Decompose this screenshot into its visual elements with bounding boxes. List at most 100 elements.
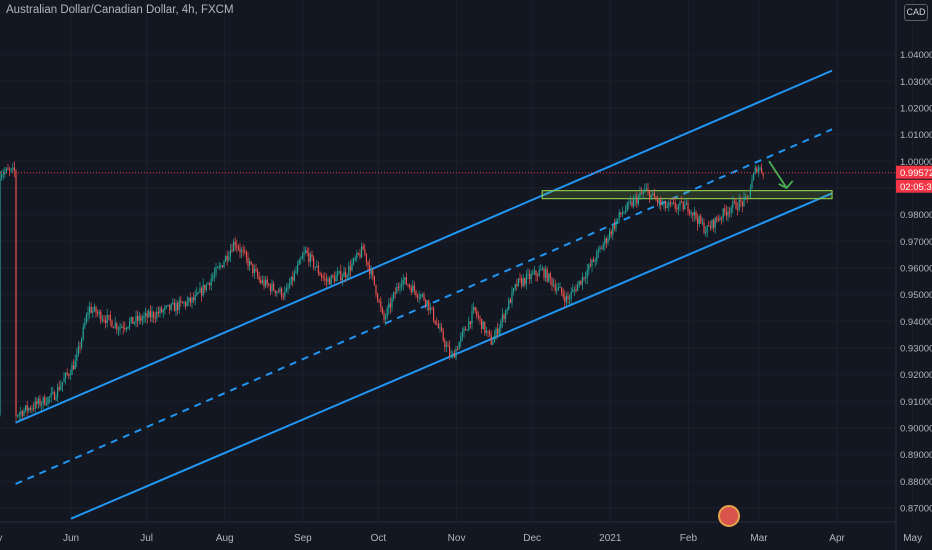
candle-body bbox=[204, 284, 206, 291]
candle-body bbox=[117, 329, 119, 331]
candle-body bbox=[759, 167, 761, 170]
candle-body bbox=[151, 312, 153, 318]
candle-body bbox=[50, 392, 52, 397]
candle-body bbox=[705, 232, 707, 234]
y-tick-label: 0.88000 bbox=[900, 477, 932, 488]
candle-body bbox=[12, 167, 14, 169]
candle-body bbox=[284, 291, 286, 297]
candle-body bbox=[252, 263, 254, 274]
candle-body bbox=[469, 321, 471, 324]
candle-body bbox=[157, 311, 159, 314]
candle-body bbox=[565, 295, 567, 303]
candle-body bbox=[474, 307, 476, 312]
candle-body bbox=[191, 297, 193, 303]
candle-body bbox=[401, 284, 403, 287]
candle-body bbox=[231, 250, 233, 252]
candle-body bbox=[605, 238, 607, 243]
candle-body bbox=[580, 280, 582, 285]
candle-body bbox=[660, 199, 662, 205]
canada-flag-icon[interactable] bbox=[718, 505, 740, 527]
candle-body bbox=[271, 283, 273, 291]
channel-middle-line bbox=[15, 128, 833, 485]
candle-body bbox=[644, 189, 646, 192]
candle-body bbox=[34, 401, 36, 409]
candle-body bbox=[7, 168, 9, 170]
candle-body bbox=[594, 261, 596, 263]
candle-body bbox=[557, 287, 559, 289]
candle-body bbox=[719, 218, 721, 221]
candle-body bbox=[265, 279, 267, 287]
candle-body bbox=[263, 280, 265, 287]
resistance-zone bbox=[541, 190, 833, 200]
candle-body bbox=[287, 287, 289, 289]
candle-body bbox=[122, 326, 124, 328]
candle-body bbox=[212, 276, 214, 280]
candle-body bbox=[236, 245, 238, 248]
currency-badge[interactable]: CAD bbox=[904, 4, 928, 21]
candle-body bbox=[375, 284, 377, 295]
candle-body bbox=[444, 340, 446, 347]
candle-body bbox=[0, 177, 1, 415]
candle-body bbox=[321, 275, 323, 277]
current-price-label: 0.99572 bbox=[900, 168, 932, 179]
candle-body bbox=[290, 276, 292, 285]
candle-body bbox=[194, 295, 196, 301]
candle-body bbox=[545, 269, 547, 278]
candle-body bbox=[735, 201, 737, 210]
candle-body bbox=[394, 292, 396, 294]
countdown-label-bg bbox=[896, 179, 932, 193]
candle-body bbox=[484, 321, 486, 333]
candle-body bbox=[753, 173, 755, 180]
candle-body bbox=[506, 309, 508, 311]
candle-body bbox=[668, 202, 670, 207]
candle-body bbox=[172, 302, 174, 304]
candle-body bbox=[308, 253, 310, 263]
candle-body bbox=[588, 264, 590, 271]
candle-body bbox=[92, 310, 94, 313]
candle-body bbox=[679, 201, 681, 206]
candle-body bbox=[479, 317, 481, 319]
candle-body bbox=[687, 202, 689, 212]
candle-body bbox=[164, 307, 166, 311]
candle-body bbox=[567, 295, 569, 299]
candle-body bbox=[349, 266, 351, 271]
candle-body bbox=[757, 169, 759, 172]
candle-body bbox=[666, 206, 668, 208]
candle-body bbox=[359, 254, 361, 258]
candle-body bbox=[717, 219, 719, 221]
candle-body bbox=[535, 270, 537, 276]
candle-body bbox=[425, 300, 427, 305]
candle-body bbox=[279, 288, 281, 293]
candle-body bbox=[370, 270, 372, 275]
candle-body bbox=[245, 252, 247, 258]
candle-body bbox=[649, 190, 651, 200]
x-tick-label: Mar bbox=[750, 533, 768, 544]
candle-body bbox=[233, 241, 235, 252]
candle-body bbox=[95, 306, 97, 314]
candle-body bbox=[10, 168, 12, 170]
candle-body bbox=[751, 179, 753, 189]
candle-body bbox=[289, 284, 291, 288]
candle-body bbox=[167, 304, 169, 306]
candle-body bbox=[301, 256, 303, 260]
candle-body bbox=[36, 401, 38, 404]
candle-body bbox=[397, 287, 399, 289]
candle-body bbox=[655, 197, 657, 200]
candle-body bbox=[575, 289, 577, 291]
candle-body bbox=[631, 201, 633, 207]
candle-body bbox=[210, 279, 212, 286]
candle-body bbox=[615, 221, 617, 229]
candle-body bbox=[450, 355, 452, 357]
candle-body bbox=[237, 247, 239, 249]
candle-body bbox=[106, 315, 108, 323]
candle-body bbox=[625, 210, 627, 213]
candle-body bbox=[60, 385, 62, 390]
candle-body bbox=[445, 345, 447, 347]
candle-body bbox=[113, 327, 115, 329]
candle-body bbox=[362, 246, 364, 250]
candle-body bbox=[434, 320, 436, 324]
candle-body bbox=[180, 300, 182, 302]
candle-body bbox=[623, 212, 625, 214]
candle-body bbox=[226, 256, 228, 261]
